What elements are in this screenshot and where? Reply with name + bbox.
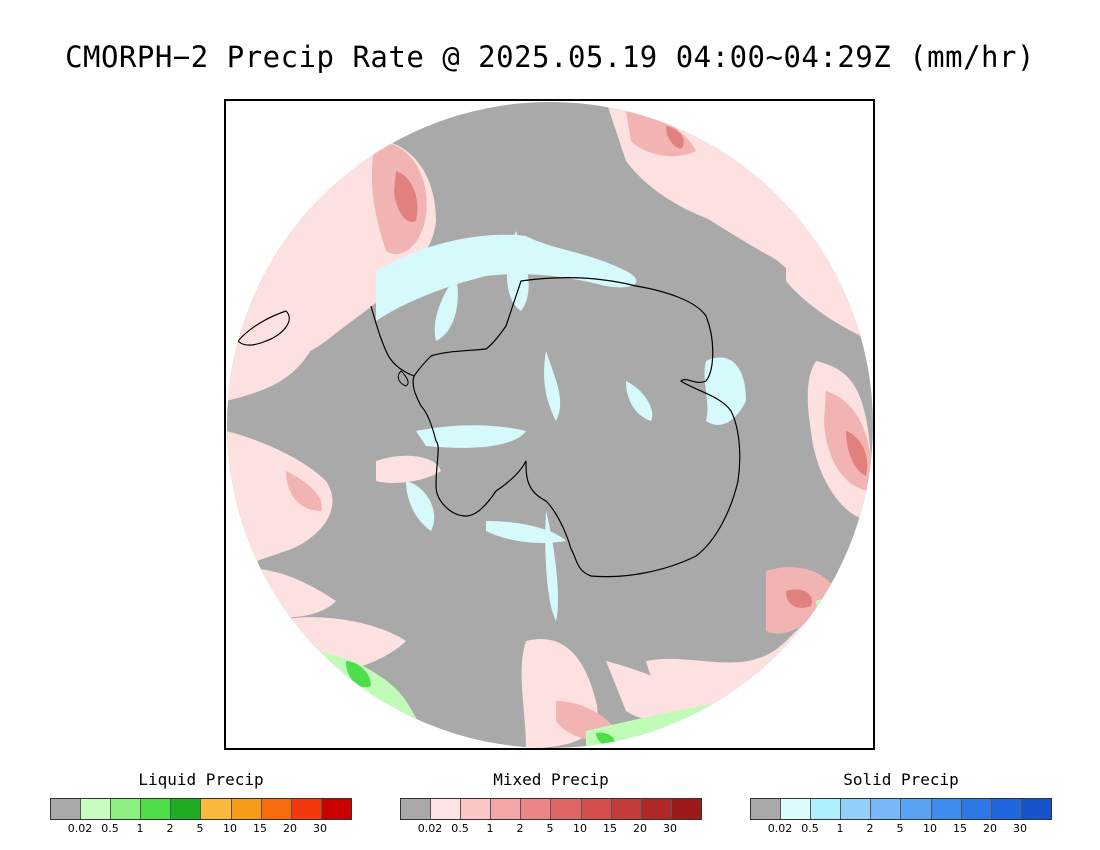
color-swatch xyxy=(261,799,292,819)
color-bar xyxy=(400,798,702,820)
tick-label: 0.02 xyxy=(767,822,793,835)
tick-label: 20 xyxy=(633,822,647,835)
south-america-coastline xyxy=(237,310,290,346)
tick-label: 5 xyxy=(196,822,204,835)
color-swatch xyxy=(751,799,782,819)
color-swatch xyxy=(521,799,552,819)
color-swatch xyxy=(51,799,82,819)
legend-title: Mixed Precip xyxy=(493,770,609,789)
color-swatch xyxy=(201,799,232,819)
island-outline xyxy=(397,370,409,387)
tick-label: 10 xyxy=(573,822,587,835)
color-swatch xyxy=(641,799,672,819)
color-swatch xyxy=(901,799,932,819)
tick-label: 0.02 xyxy=(67,822,93,835)
color-swatch xyxy=(81,799,112,819)
tick-label: 5 xyxy=(546,822,554,835)
color-bar xyxy=(50,798,352,820)
color-swatch xyxy=(581,799,612,819)
color-swatch xyxy=(841,799,872,819)
tick-label: 10 xyxy=(923,822,937,835)
color-swatch xyxy=(671,799,701,819)
tick-label: 10 xyxy=(223,822,237,835)
tick-label: 0.5 xyxy=(101,822,119,835)
precip-map xyxy=(227,102,873,748)
tick-labels: 0.02 0.5 1 2 5 10 15 20 30 xyxy=(750,822,1052,836)
color-swatch xyxy=(111,799,142,819)
tick-label: 30 xyxy=(1013,822,1027,835)
color-swatch xyxy=(461,799,492,819)
tick-label: 15 xyxy=(603,822,617,835)
color-swatch xyxy=(811,799,842,819)
tick-label: 1 xyxy=(836,822,844,835)
tick-label: 15 xyxy=(253,822,267,835)
tick-label: 30 xyxy=(313,822,327,835)
tick-label: 0.5 xyxy=(801,822,819,835)
color-swatch xyxy=(961,799,992,819)
legend-solid-precip: Solid Precip 0.02 0.5 1 2 5 10 15 20 30 xyxy=(750,770,1052,836)
tick-label: 30 xyxy=(663,822,677,835)
tick-label: 15 xyxy=(953,822,967,835)
map-panel xyxy=(224,99,875,750)
tick-label: 2 xyxy=(516,822,524,835)
color-swatch xyxy=(431,799,462,819)
color-swatch xyxy=(321,799,351,819)
tick-labels: 0.02 0.5 1 2 5 10 15 20 30 xyxy=(50,822,352,836)
legend-mixed-precip: Mixed Precip 0.02 0.5 1 2 5 10 15 20 30 xyxy=(400,770,702,836)
tick-label: 2 xyxy=(166,822,174,835)
tick-label: 0.02 xyxy=(417,822,443,835)
tick-label: 20 xyxy=(983,822,997,835)
color-swatch xyxy=(871,799,902,819)
color-swatch xyxy=(491,799,522,819)
tick-label: 1 xyxy=(136,822,144,835)
legend-title: Liquid Precip xyxy=(138,770,264,789)
page-title: CMORPH−2 Precip Rate @ 2025.05.19 04:00~… xyxy=(65,40,1035,74)
legend-title: Solid Precip xyxy=(843,770,959,789)
color-swatch xyxy=(141,799,172,819)
color-swatch xyxy=(401,799,432,819)
color-swatch xyxy=(231,799,262,819)
color-bar xyxy=(750,798,1052,820)
antarctic-peninsula-coastline xyxy=(370,305,415,377)
mixed-precip-heavy xyxy=(394,126,868,608)
solid-precip-light xyxy=(376,231,746,621)
tick-label: 2 xyxy=(866,822,874,835)
color-swatch xyxy=(931,799,962,819)
tick-label: 1 xyxy=(486,822,494,835)
antarctica-coastline xyxy=(412,277,741,578)
tick-label: 5 xyxy=(896,822,904,835)
color-swatch xyxy=(611,799,642,819)
color-swatch xyxy=(291,799,322,819)
tick-label: 0.5 xyxy=(451,822,469,835)
color-swatch xyxy=(551,799,582,819)
legend-liquid-precip: Liquid Precip 0.02 0.5 1 2 5 10 15 20 30 xyxy=(50,770,352,836)
color-swatch xyxy=(171,799,202,819)
tick-labels: 0.02 0.5 1 2 5 10 15 20 30 xyxy=(400,822,702,836)
tick-label: 20 xyxy=(283,822,297,835)
color-swatch xyxy=(1021,799,1051,819)
color-swatch xyxy=(781,799,812,819)
color-swatch xyxy=(991,799,1022,819)
